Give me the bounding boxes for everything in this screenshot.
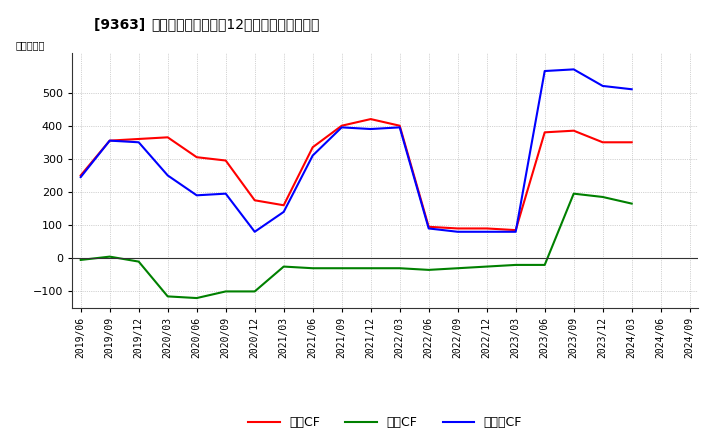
Legend: 営業CF, 投資CF, フリーCF: 営業CF, 投資CF, フリーCF <box>243 411 527 434</box>
投資CF <box>627 201 636 206</box>
投資CF <box>424 267 433 272</box>
フリーCF <box>163 173 172 178</box>
営業CF <box>395 123 404 128</box>
営業CF <box>511 227 520 233</box>
投資CF <box>482 264 491 269</box>
営業CF <box>541 130 549 135</box>
Line: フリーCF: フリーCF <box>81 70 631 232</box>
投資CF <box>163 294 172 299</box>
投資CF <box>338 266 346 271</box>
Line: 投資CF: 投資CF <box>81 194 631 298</box>
投資CF <box>570 191 578 196</box>
営業CF <box>251 198 259 203</box>
フリーCF <box>424 226 433 231</box>
営業CF <box>163 135 172 140</box>
投資CF <box>251 289 259 294</box>
Text: キャッシュフローの12か月移動合計の推移: キャッシュフローの12か月移動合計の推移 <box>151 18 320 32</box>
営業CF <box>482 226 491 231</box>
フリーCF <box>541 68 549 73</box>
営業CF <box>338 123 346 128</box>
投資CF <box>192 295 201 301</box>
営業CF <box>627 139 636 145</box>
投資CF <box>454 266 462 271</box>
フリーCF <box>279 209 288 215</box>
営業CF <box>105 138 114 143</box>
フリーCF <box>454 229 462 235</box>
投資CF <box>221 289 230 294</box>
投資CF <box>105 254 114 259</box>
フリーCF <box>192 193 201 198</box>
投資CF <box>279 264 288 269</box>
営業CF <box>221 158 230 163</box>
投資CF <box>135 259 143 264</box>
フリーCF <box>482 229 491 235</box>
営業CF <box>570 128 578 133</box>
投資CF <box>598 194 607 200</box>
フリーCF <box>366 126 375 132</box>
営業CF <box>279 202 288 208</box>
営業CF <box>192 154 201 160</box>
投資CF <box>76 257 85 263</box>
フリーCF <box>308 153 317 158</box>
投資CF <box>541 262 549 268</box>
営業CF <box>76 173 85 178</box>
投資CF <box>366 266 375 271</box>
フリーCF <box>395 125 404 130</box>
フリーCF <box>135 139 143 145</box>
営業CF <box>366 117 375 122</box>
営業CF <box>424 224 433 229</box>
営業CF <box>598 139 607 145</box>
フリーCF <box>627 87 636 92</box>
投資CF <box>511 262 520 268</box>
投資CF <box>308 266 317 271</box>
投資CF <box>395 266 404 271</box>
営業CF <box>454 226 462 231</box>
営業CF <box>308 145 317 150</box>
Text: （百万円）: （百万円） <box>16 40 45 50</box>
Text: [9363]: [9363] <box>94 18 150 32</box>
フリーCF <box>221 191 230 196</box>
フリーCF <box>76 174 85 180</box>
フリーCF <box>598 83 607 88</box>
フリーCF <box>338 125 346 130</box>
Line: 営業CF: 営業CF <box>81 119 631 230</box>
フリーCF <box>511 229 520 235</box>
フリーCF <box>251 229 259 235</box>
フリーCF <box>105 138 114 143</box>
フリーCF <box>570 67 578 72</box>
営業CF <box>135 136 143 142</box>
